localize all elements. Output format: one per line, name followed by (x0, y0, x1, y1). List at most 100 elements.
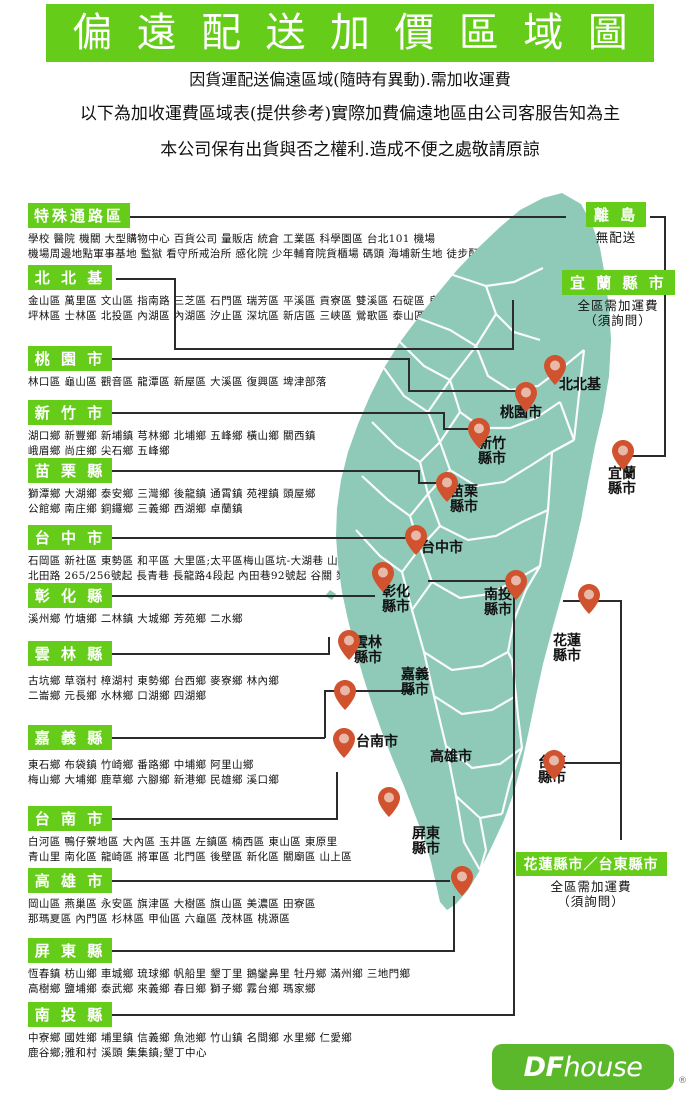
map-pin-taitung[interactable] (543, 750, 565, 780)
callout-tag-yilan[interactable]: 宜 蘭 縣 市 (562, 270, 675, 295)
section-rows-taichung: 石岡區 新社區 東勢區 和平區 大里區;太平區梅山區坑-大湖巷 山田路 中山巷 … (28, 554, 396, 584)
callout-tag-hualien-taitung[interactable]: 花蓮縣市／台東縣市 (515, 852, 667, 876)
section-row: 那瑪夏區 內門區 杉林區 甲仙區 六龜區 茂林區 桃源區 (28, 913, 291, 925)
section-pingtung: 屏 東 縣 恆春鎮 枋山鄉 車城鄉 琉球鄉 帆船里 墾丁里 鵝鑾鼻里 牡丹鄉 滿… (28, 938, 410, 997)
connector-taoyuan (110, 358, 410, 360)
section-hsinchu: 新 竹 市 湖口鄉 新豐鄉 新埔鎮 芎林鄉 北埔鄉 五峰鄉 橫山鄉 關西鎮 峨眉… (28, 400, 316, 459)
callout-hualien-taitung: 花蓮縣市／台東縣市 全區需加運費 （須詢問） (508, 852, 674, 909)
connector-yilan-h (620, 455, 666, 457)
section-rows-yunlin: 古坑鄉 草嶺村 樟湖村 東勢鄉 台西鄉 麥寮鄉 林內鄉 二崙鄉 元長鄉 水林鄉 … (28, 674, 279, 704)
section-row: 高樹鄉 鹽埔鄉 泰武鄉 來義鄉 春日鄉 獅子鄉 霧台鄉 瑪家鄉 (28, 983, 316, 995)
title-char-0: 偏 (72, 10, 113, 56)
connector-taichung (110, 537, 410, 539)
section-tag-chiayi[interactable]: 嘉 義 縣 (28, 725, 112, 750)
connector-chiayi-v (324, 690, 326, 738)
connector-islands-h (650, 216, 666, 218)
section-tag-tainan[interactable]: 台 南 市 (28, 806, 112, 831)
title-char-4: 加 (329, 10, 370, 56)
page-title-banner: 偏 遠 配 送 加 價 區 域 圖 (46, 4, 654, 62)
connector-tainan (110, 818, 338, 820)
section-yunlin: 雲 林 縣 古坑鄉 草嶺村 樟湖村 東勢鄉 台西鄉 麥寮鄉 林內鄉 二崙鄉 元長… (28, 641, 279, 704)
section-row: 坪林區 士林區 北投區 內湖區 內湖區 汐止區 深坑區 新店區 三峽區 鶯歌區 … (28, 310, 426, 322)
section-tag-taoyuan[interactable]: 桃 園 市 (28, 346, 112, 371)
connector-taoyuan-h2 (408, 390, 518, 392)
map-pin-pingtung[interactable] (378, 787, 400, 817)
section-tainan: 台 南 市 白河區 鴨仔藔地區 大內區 玉井區 左鎮區 楠西區 東山區 東原里 … (28, 806, 352, 865)
title-char-6: 區 (458, 10, 499, 56)
title-char-7: 域 (523, 10, 564, 56)
section-row: 梅山鄉 大埔鄉 鹿草鄉 六腳鄉 新港鄉 民雄鄉 溪口鄉 (28, 774, 280, 786)
map-pin-hsinchu[interactable] (468, 418, 490, 448)
section-rows-hsinchu: 湖口鄉 新豐鄉 新埔鎮 芎林鄉 北埔鄉 五峰鄉 橫山鄉 關西鎮 峨眉鄉 尚庄鄉 … (28, 429, 316, 459)
callout-islands: 離 島 無配送 (566, 202, 666, 245)
section-rows-chiayi: 東石鄉 布袋鎮 竹崎鄉 番路鄉 中埔鄉 阿里山鄉 梅山鄉 大埔鄉 鹿草鄉 六腳鄉… (28, 758, 279, 788)
section-tag-nantou[interactable]: 南 投 縣 (28, 1002, 112, 1027)
section-row: 東石鄉 布袋鎮 竹崎鄉 番路鄉 中埔鄉 阿里山鄉 (28, 759, 254, 771)
connector-hsinchu-h2 (443, 428, 473, 430)
section-tag-miaoli[interactable]: 苗 栗 縣 (28, 458, 112, 483)
section-beibeiji: 北 北 基 金山區 萬里區 文山區 指南路 三芝區 石門區 瑞芳區 平溪區 貢寮… (28, 265, 462, 324)
section-tag-yunlin[interactable]: 雲 林 縣 (28, 641, 112, 666)
map-pin-nantou[interactable] (505, 570, 527, 600)
section-row: 青山里 南化區 龍崎區 將軍區 北門區 後壁區 新化區 關廟區 山上區 (28, 851, 353, 863)
section-row: 古坑鄉 草嶺村 樟湖村 東勢鄉 台西鄉 麥寮鄉 林內鄉 (28, 675, 280, 687)
map-label-kaohsiung: 高雄市 (430, 749, 472, 765)
map-pin-hualien[interactable] (578, 584, 600, 614)
connector-beibeiji-h2 (174, 348, 514, 350)
section-special-channel: 特殊通路區 學校 醫院 機關 大型購物中心 百貨公司 量販店 統倉 工業區 科學… (28, 203, 490, 262)
map-label-nantou: 南投 縣市 (484, 587, 512, 618)
connector-nantou-h2 (428, 580, 514, 582)
map-pin-yunlin[interactable] (338, 630, 360, 660)
section-tag-taichung[interactable]: 台 中 市 (28, 525, 112, 550)
connector-yilan-v (664, 226, 666, 456)
connector-taoyuan-v (408, 358, 410, 392)
section-row: 金山區 萬里區 文山區 指南路 三芝區 石門區 瑞芳區 平溪區 貢寮區 雙溪區 … (28, 295, 462, 307)
section-tag-pingtung[interactable]: 屏 東 縣 (28, 938, 112, 963)
section-tag-special-channel[interactable]: 特殊通路區 (28, 203, 131, 228)
section-rows-taoyuan: 林口區 龜山區 觀音區 龍潭區 新屋區 大溪區 復興區 埤津部落 (28, 375, 327, 390)
section-tag-beibeiji[interactable]: 北 北 基 (28, 265, 112, 290)
connector-yunlin-v (328, 637, 330, 655)
logo-text-df: DF (523, 1051, 564, 1083)
connector-miaoli-h2 (418, 482, 440, 484)
dfhouse-logo[interactable]: DFhouse (492, 1044, 674, 1090)
notice-line-3: 本公司保有出貨與否之權利.造成不便之處敬請原諒 (160, 140, 540, 160)
map-pin-miaoli[interactable] (436, 472, 458, 502)
callout-yilan: 宜 蘭 縣 市 全區需加運費 （須詢問） (562, 270, 675, 328)
section-row: 白河區 鴨仔藔地區 大內區 玉井區 左鎮區 楠西區 東山區 東原里 (28, 836, 338, 848)
connector-kaohsiung (110, 880, 450, 882)
map-pin-beibeiji[interactable] (544, 355, 566, 385)
map-pin-taoyuan[interactable] (515, 382, 537, 412)
map-label-tainan: 台南市 (356, 734, 398, 750)
section-nantou: 南 投 縣 中寮鄉 國姓鄉 埔里鎮 信義鄉 魚池鄉 竹山鎮 名間鄉 水里鄉 仁愛… (28, 1002, 352, 1061)
map-pin-tainan[interactable] (333, 728, 355, 758)
connector-pingtung-v (453, 896, 455, 952)
section-row: 恆春鎮 枋山鄉 車城鄉 琉球鄉 帆船里 墾丁里 鵝鑾鼻里 牡丹鄉 滿州鄉 三地門… (28, 968, 411, 980)
section-rows-nantou: 中寮鄉 國姓鄉 埔里鎮 信義鄉 魚池鄉 竹山鎮 名間鄉 水里鄉 仁愛鄉 鹿谷鄉;… (28, 1031, 352, 1061)
map-pin-taichung[interactable] (405, 525, 427, 555)
map-pin-changhua[interactable] (372, 562, 394, 592)
connector-taitung-h (563, 762, 621, 764)
section-tag-changhua[interactable]: 彰 化 縣 (28, 583, 112, 608)
section-tag-hsinchu[interactable]: 新 竹 市 (28, 400, 112, 425)
map-label-taoyuan: 桃園市 (500, 405, 542, 421)
map-label-changhua: 彰化 縣市 (382, 584, 410, 615)
connector-chiayi (110, 737, 325, 739)
section-row: 中寮鄉 國姓鄉 埔里鎮 信義鄉 魚池鄉 竹山鎮 名間鄉 水里鄉 仁愛鄉 (28, 1032, 353, 1044)
section-chiayi: 嘉 義 縣 東石鄉 布袋鎮 竹崎鄉 番路鄉 中埔鄉 阿里山鄉 梅山鄉 大埔鄉 鹿… (28, 725, 279, 788)
callout-tag-islands[interactable]: 離 島 (585, 202, 647, 227)
map-pin-chiayi[interactable] (334, 680, 356, 710)
map-label-beibeiji: 北北基 (559, 377, 601, 393)
section-row: 峨眉鄉 尚庄鄉 尖石鄉 五峰鄉 (28, 445, 171, 457)
section-changhua: 彰 化 縣 溪州鄉 竹塘鄉 二林鎮 大城鄉 芳苑鄉 二水鄉 (28, 583, 243, 627)
map-label-hualien: 花蓮 縣市 (553, 633, 581, 664)
map-pin-yilan[interactable] (612, 440, 634, 470)
map-pin-pingtung-south[interactable] (451, 866, 473, 896)
section-tag-kaohsiung[interactable]: 高 雄 市 (28, 868, 112, 893)
section-rows-tainan: 白河區 鴨仔藔地區 大內區 玉井區 左鎮區 楠西區 東山區 東原里 青山里 南化… (28, 835, 352, 865)
section-row: 獅潭鄉 大湖鄉 泰安鄉 三灣鄉 後龍鎮 通霄鎮 苑裡鎮 頭屋鄉 (28, 488, 316, 500)
connector-yunlin (110, 653, 330, 655)
connector-nantou (110, 1014, 515, 1016)
title-char-2: 配 (201, 10, 242, 56)
